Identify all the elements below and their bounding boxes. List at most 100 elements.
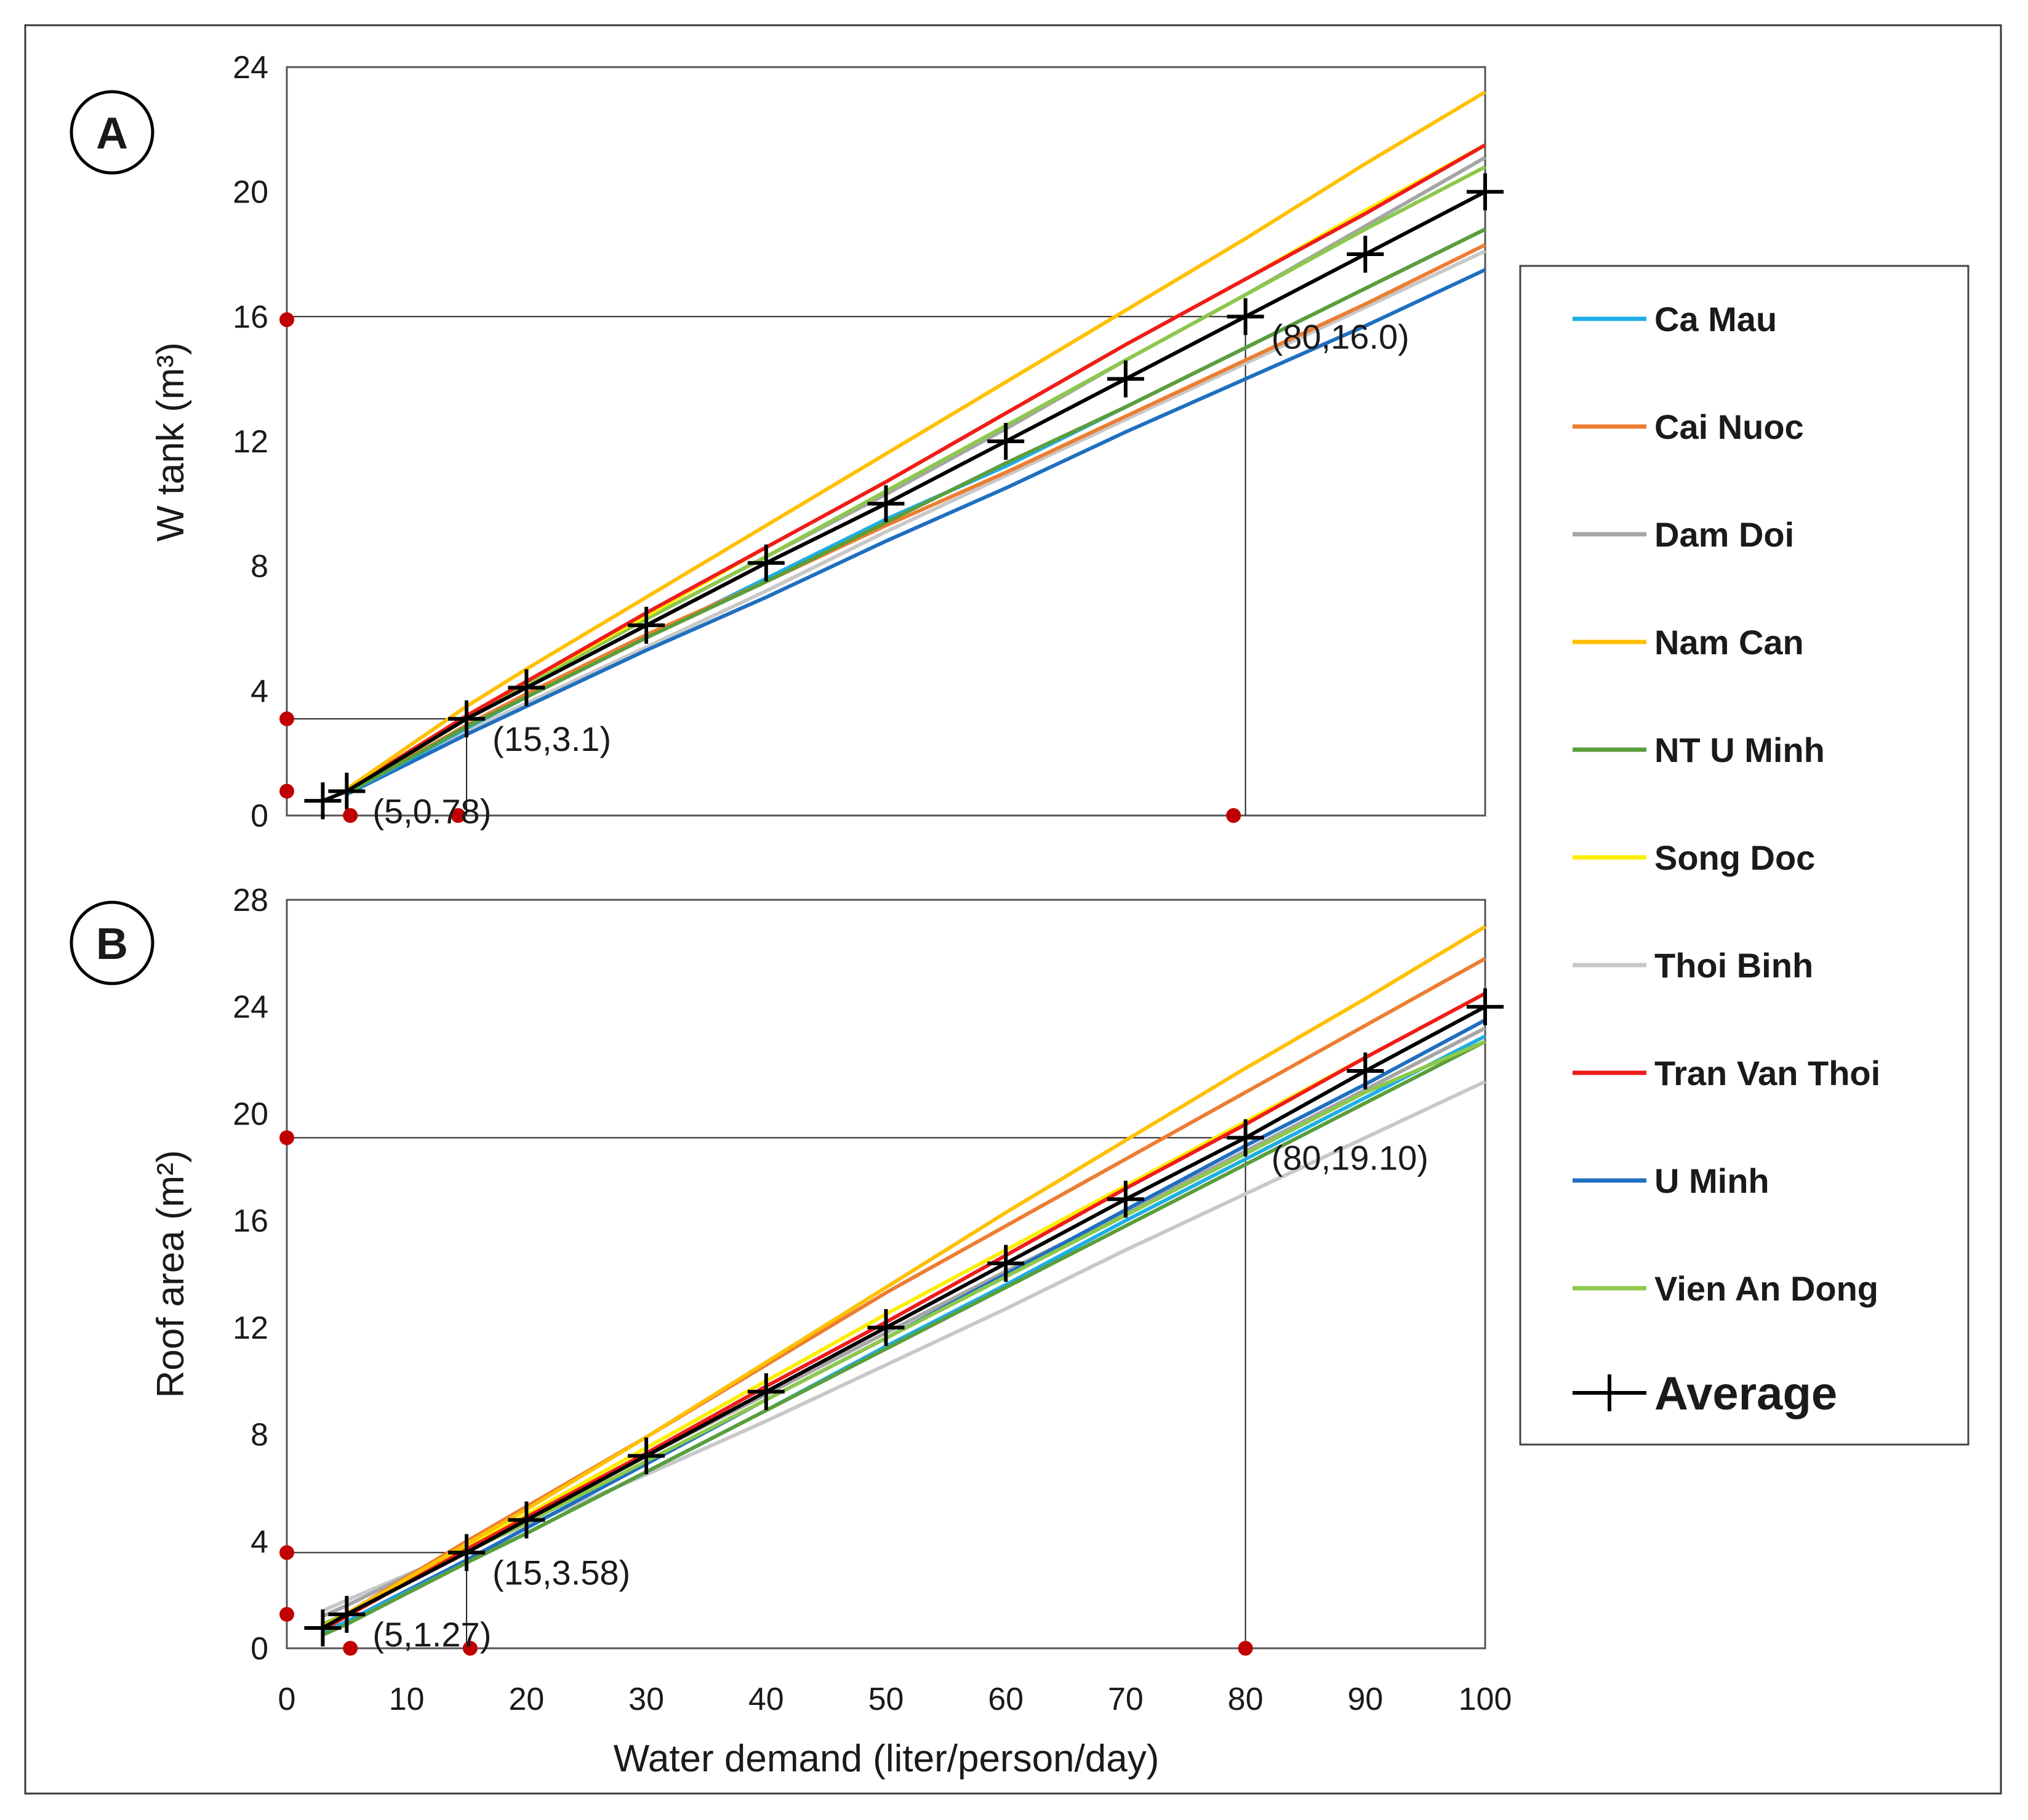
panel-b-y-axis-marker bbox=[279, 1606, 294, 1622]
panel-a-series-line-nt-u-minh bbox=[345, 227, 1486, 795]
panel-b-y-tick-label: 16 bbox=[233, 1203, 268, 1239]
x-tick-label: 90 bbox=[1347, 1682, 1383, 1717]
panel-a-letter-circle bbox=[70, 90, 154, 175]
x-tick-label: 60 bbox=[988, 1682, 1024, 1717]
panel-b-y-axis-marker bbox=[279, 1130, 294, 1145]
panel-a-y-axis-title: W tank (m³) bbox=[150, 342, 192, 542]
panel-b-y-axis-title: Roof area (m²) bbox=[150, 1150, 192, 1398]
panel-b-average-point bbox=[1467, 988, 1504, 1025]
panel-a-average-point bbox=[628, 606, 665, 644]
panel-a-average-line bbox=[322, 190, 1486, 803]
panel-a-y-axis-marker bbox=[279, 711, 294, 726]
x-tick-label: 40 bbox=[748, 1682, 784, 1717]
panel-b-average-point bbox=[448, 1534, 486, 1571]
panel-a-average-point bbox=[328, 772, 366, 810]
panel-b-y-tick-label: 24 bbox=[233, 990, 268, 1025]
legend-average-label: Average bbox=[1654, 1368, 1837, 1420]
panel-b-letter-circle bbox=[70, 900, 154, 985]
x-tick-label: 10 bbox=[389, 1682, 425, 1717]
panel-a-x-axis-marker bbox=[343, 808, 358, 823]
panel-b-average-point bbox=[747, 1373, 785, 1411]
x-tick-label: 20 bbox=[508, 1682, 544, 1717]
panel-b-x-axis-marker bbox=[462, 1641, 478, 1656]
panel-b: 0 4 8 12 16 20 24 28 (5,1.27)(15,3.58) (80,19.10… bbox=[70, 883, 1504, 1667]
panel-a-y-tick-label: 4 bbox=[250, 673, 268, 709]
panel-b-series-line-cai-nuoc bbox=[321, 956, 1486, 1629]
panel-a-series-line-cai-nuoc bbox=[345, 243, 1486, 795]
panel-a-series-line-u-minh bbox=[346, 268, 1486, 796]
panel-a-series-line-tran-van-thoi bbox=[345, 143, 1486, 793]
legend-item-label: Dam Doi bbox=[1654, 515, 1794, 554]
legend-item-label: Ca Mau bbox=[1654, 300, 1777, 339]
legend-item-label: Nam Can bbox=[1654, 623, 1804, 662]
legend-item-label: Song Doc bbox=[1654, 838, 1815, 877]
panel-a-point-annotation: (80,16.0) bbox=[1272, 317, 1409, 356]
panel-b-average-point bbox=[328, 1595, 366, 1633]
panel-a-average-point bbox=[867, 485, 905, 523]
panel-a-average-point bbox=[747, 544, 785, 582]
x-tick-label: 80 bbox=[1228, 1682, 1264, 1717]
panel-a-x-axis-marker bbox=[1226, 808, 1241, 823]
panel-b-average-point bbox=[304, 1609, 342, 1646]
panel-b-y-tick-label: 4 bbox=[250, 1524, 268, 1560]
panel-b-y-axis-marker bbox=[279, 1545, 294, 1560]
panel-b-point-annotation: (15,3.58) bbox=[492, 1553, 630, 1592]
panel-a-point-annotation: (5,0.78) bbox=[372, 792, 491, 830]
legend-average-plus-icon bbox=[1591, 1374, 1628, 1411]
panel-b-x-axis-marker bbox=[343, 1641, 358, 1656]
panel-b-series-line-nam-can bbox=[321, 924, 1486, 1629]
x-tick-label: 50 bbox=[868, 1682, 904, 1717]
legend: Ca Mau Cai Nuoc Dam Doi Nam Can NT U Minh Son… bbox=[1519, 265, 1970, 1446]
panel-a-plot-area bbox=[286, 66, 1486, 817]
x-axis-title: Water demand (liter/person/day) bbox=[614, 1738, 1160, 1780]
panel-a-y-axis-marker bbox=[279, 784, 294, 799]
panel-a-y-tick-label: 16 bbox=[233, 299, 268, 335]
panel-a-letter: A bbox=[96, 109, 128, 158]
panel-a-y-tick-label: 20 bbox=[233, 175, 268, 210]
panel-b-point-annotation: (5,1.27) bbox=[372, 1615, 491, 1654]
panel-a-average-point bbox=[1227, 298, 1264, 335]
panel-b-average-point bbox=[1227, 1119, 1264, 1157]
panel-a-y-tick-label: 12 bbox=[233, 424, 268, 460]
panel-b-x-axis-marker bbox=[1238, 1641, 1253, 1656]
panel-a-y-axis-marker bbox=[279, 312, 294, 327]
legend-item-label: Tran Van Thoi bbox=[1654, 1054, 1880, 1092]
x-tick-label: 70 bbox=[1108, 1682, 1144, 1717]
panel-a-average-point bbox=[304, 782, 342, 820]
panel-a-x-axis-marker bbox=[451, 808, 466, 823]
legend-item-label: Vien An Dong bbox=[1654, 1269, 1878, 1308]
panel-b-point-annotation: (80,19.10) bbox=[1272, 1139, 1429, 1177]
panel-a-average-point bbox=[987, 423, 1025, 460]
panel-b-series-line-song-doc bbox=[321, 992, 1486, 1632]
panel-b-letter: B bbox=[96, 920, 128, 969]
panel-b-y-tick-label: 8 bbox=[250, 1417, 268, 1453]
panel-b-average-point bbox=[1107, 1181, 1144, 1218]
panel-a-point-annotation: (15,3.1) bbox=[492, 720, 611, 758]
panel-a-y-tick-label: 8 bbox=[250, 549, 268, 585]
panel-b-y-tick-label: 28 bbox=[233, 883, 268, 918]
panel-b-series-line-tran-van-thoi bbox=[321, 992, 1486, 1632]
panel-a-series-line-thoi-binh bbox=[345, 249, 1486, 796]
x-tick-label: 100 bbox=[1459, 1682, 1512, 1717]
panel-b-average-point bbox=[628, 1437, 665, 1475]
panel-b-y-tick-label: 0 bbox=[250, 1631, 268, 1667]
panel-a-average-point bbox=[1467, 173, 1504, 210]
panel-a-average-point bbox=[1107, 360, 1144, 398]
panel-a-series-line-nam-can bbox=[345, 90, 1486, 791]
panel-a-average-point bbox=[448, 700, 486, 737]
panel-b-average-point bbox=[1347, 1052, 1384, 1089]
panel-b-plot-area bbox=[286, 899, 1486, 1650]
legend-item-label: Cai Nuoc bbox=[1654, 407, 1804, 446]
legend-item-label: Thoi Binh bbox=[1654, 946, 1813, 985]
panel-a-y-tick-label: 0 bbox=[250, 798, 268, 834]
panel-a-average-point bbox=[1347, 236, 1384, 273]
panel-a-average-point bbox=[508, 669, 545, 707]
panel-b-y-tick-label: 12 bbox=[233, 1310, 268, 1346]
x-tick-label: 30 bbox=[628, 1682, 664, 1717]
legend-item-label: NT U Minh bbox=[1654, 731, 1825, 769]
panel-b-average-point bbox=[508, 1501, 545, 1539]
panel-b-average-line bbox=[321, 1005, 1486, 1630]
panel-b-average-point bbox=[987, 1245, 1025, 1282]
